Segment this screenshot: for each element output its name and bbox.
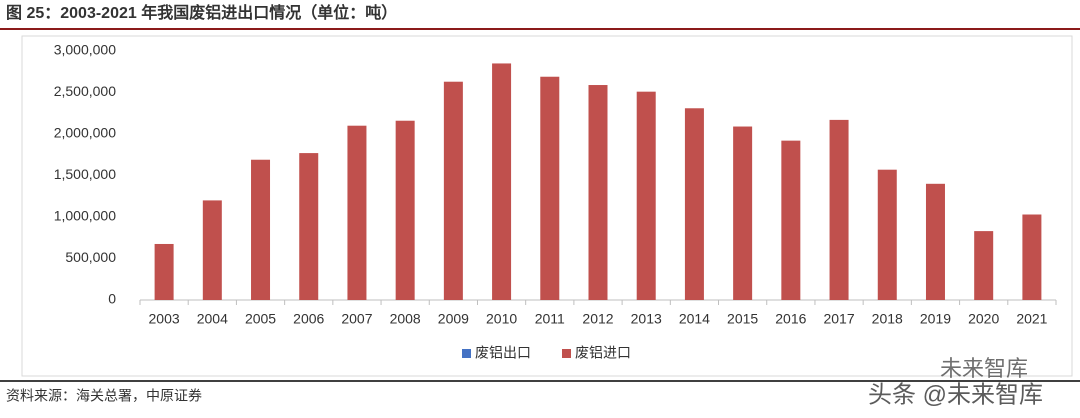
- source: 资料来源：海关总署，中原证券: [6, 388, 202, 404]
- y-tick-label: 3,000,000: [54, 42, 116, 58]
- chart-title: 图 25：2003-2021 年我国废铝进出口情况（单位：吨）: [6, 3, 397, 22]
- bar: [588, 85, 608, 300]
- bar: [684, 108, 704, 301]
- y-tick-label: 1,500,000: [54, 166, 116, 182]
- y-tick-label: 2,500,000: [54, 83, 116, 99]
- x-tick-label: 2005: [245, 311, 276, 327]
- x-tick-label: 2019: [920, 311, 951, 327]
- x-tick-label: 2020: [968, 311, 999, 327]
- bar: [299, 153, 319, 300]
- watermark: 未来智库: [940, 356, 1028, 381]
- bar: [395, 120, 415, 300]
- x-tick-label: 2004: [197, 311, 228, 327]
- bar: [347, 125, 367, 300]
- x-tick-label: 2021: [1016, 311, 1047, 327]
- bar: [540, 76, 560, 300]
- x-tick-label: 2008: [390, 311, 421, 327]
- x-tick-label: 2017: [823, 311, 854, 327]
- x-tick-label: 2018: [872, 311, 903, 327]
- bar: [829, 119, 849, 300]
- bar: [636, 91, 656, 300]
- bar: [154, 243, 174, 300]
- x-tick-label: 2003: [149, 311, 180, 327]
- legend-label: 废铝出口: [475, 345, 531, 361]
- x-tick-label: 2015: [727, 311, 758, 327]
- bar: [877, 169, 897, 300]
- x-tick-label: 2014: [679, 311, 710, 327]
- bar: [974, 231, 994, 300]
- x-tick-label: 2007: [341, 311, 372, 327]
- bar: [925, 183, 945, 300]
- y-tick-label: 0: [108, 291, 116, 307]
- bar: [202, 200, 222, 300]
- bar: [443, 81, 463, 301]
- x-tick-label: 2010: [486, 311, 517, 327]
- bar: [781, 140, 801, 300]
- legend-swatch: [562, 349, 571, 358]
- y-tick-label: 2,000,000: [54, 125, 116, 141]
- x-tick-label: 2011: [535, 311, 565, 327]
- x-tick-label: 2013: [631, 311, 662, 327]
- bar: [1022, 214, 1042, 300]
- x-tick-label: 2016: [775, 311, 806, 327]
- chart-frame: [21, 35, 1073, 377]
- x-tick-label: 2012: [582, 311, 613, 327]
- bar: [733, 126, 753, 300]
- bar: [492, 63, 512, 301]
- bar: [251, 159, 271, 300]
- y-tick-label: 500,000: [65, 249, 116, 265]
- legend-swatch: [462, 349, 471, 358]
- legend-label: 废铝进口: [575, 345, 631, 361]
- y-tick-label: 1,000,000: [54, 208, 116, 224]
- x-tick-label: 2009: [438, 311, 469, 327]
- watermark: 头条 @未来智库: [868, 381, 1043, 408]
- x-tick-label: 2006: [293, 311, 324, 327]
